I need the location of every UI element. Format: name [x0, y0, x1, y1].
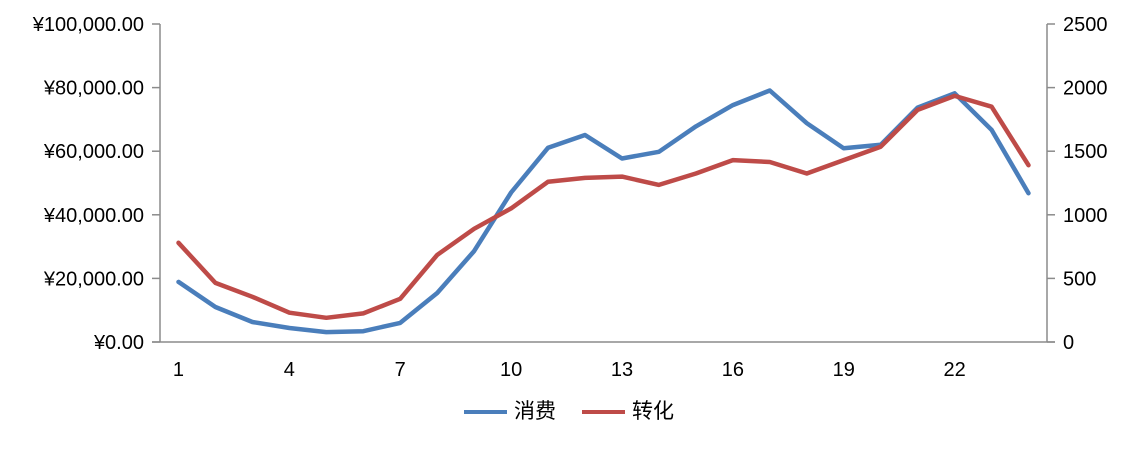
- x-tick-label: 4: [284, 359, 295, 381]
- y-right-tick-label: 1000: [1063, 205, 1108, 227]
- y-right-tick-label: 0: [1063, 332, 1074, 354]
- y-right-tick-label: 2000: [1063, 78, 1108, 100]
- y-left-tick-label: ¥0.00: [93, 332, 144, 354]
- y-left-tick-label: ¥60,000.00: [43, 141, 144, 163]
- series-line-1: [176, 93, 1031, 321]
- legend-label-conversion: 转化: [632, 400, 674, 423]
- chart-legend: 消费 转化: [0, 401, 1138, 422]
- legend-item-consumption: 消费: [464, 401, 556, 422]
- x-tick-label: 22: [943, 359, 965, 381]
- x-tick-label: 10: [500, 359, 522, 381]
- y-right-tick-label: 500: [1063, 268, 1096, 290]
- legend-label-consumption: 消费: [514, 400, 556, 423]
- consumption-line-swatch: [464, 409, 507, 414]
- x-tick-label: 1: [173, 359, 184, 381]
- y-right-tick-label: 2500: [1063, 14, 1108, 36]
- y-right-tick-label: 1500: [1063, 141, 1108, 163]
- legend-item-conversion: 转化: [582, 401, 674, 422]
- x-tick-label: 19: [833, 359, 855, 381]
- x-tick-label: 13: [611, 359, 633, 381]
- y-left-tick-label: ¥80,000.00: [43, 78, 144, 100]
- conversion-line-swatch: [582, 409, 625, 414]
- x-tick-label: 16: [722, 359, 744, 381]
- y-left-tick-label: ¥100,000.00: [32, 14, 144, 36]
- y-left-tick-label: ¥40,000.00: [43, 205, 144, 227]
- y-left-tick-label: ¥20,000.00: [43, 268, 144, 290]
- x-tick-label: 7: [395, 359, 406, 381]
